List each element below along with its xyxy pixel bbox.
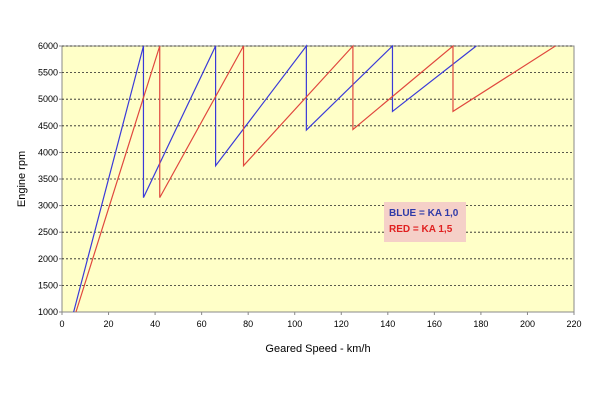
legend-box: BLUE = KA 1,0 RED = KA 1,5	[384, 202, 466, 242]
series-layer	[73, 44, 556, 313]
legend-entry-red: RED = KA 1,5	[389, 224, 453, 235]
y-axis-ticks: 1000 1500 2000 2500 3000 3500 4000 4500 5000 5500…	[38, 41, 62, 317]
x-tick-label: 20	[104, 319, 114, 329]
series-line-red	[75, 44, 556, 313]
y-tick-label: 3500	[38, 174, 58, 184]
x-tick-label: 200	[520, 319, 535, 329]
x-tick-label: 80	[243, 319, 253, 329]
y-tick-label: 1000	[38, 307, 58, 317]
y-tick-label: 2000	[38, 254, 58, 264]
x-tick-label: 100	[287, 319, 302, 329]
y-tick-label: 5000	[38, 94, 58, 104]
x-tick-label: 40	[150, 319, 160, 329]
y-tick-label: 4500	[38, 121, 58, 131]
x-tick-label: 180	[473, 319, 488, 329]
grid-lines	[62, 45, 574, 286]
y-tick-label: 5500	[38, 68, 58, 78]
y-tick-label: 6000	[38, 41, 58, 51]
legend-background	[384, 202, 466, 242]
x-axis-title: Geared Speed - km/h	[265, 343, 370, 355]
legend-entry-blue: BLUE = KA 1,0	[389, 208, 459, 219]
x-tick-label: 120	[334, 319, 349, 329]
x-tick-label: 220	[566, 319, 581, 329]
x-axis-ticks: 0 20 40 60 80 100 120 140 160 180 200 220	[59, 312, 582, 329]
y-tick-label: 1500	[38, 280, 58, 290]
y-tick-label: 2500	[38, 227, 58, 237]
x-tick-label: 140	[380, 319, 395, 329]
x-tick-label: 160	[427, 319, 442, 329]
y-axis-title: Engine rpm	[16, 151, 28, 207]
series-line-blue	[73, 44, 477, 313]
y-tick-label: 4000	[38, 147, 58, 157]
x-tick-label: 0	[59, 319, 64, 329]
y-tick-label: 3000	[38, 201, 58, 211]
x-tick-label: 60	[197, 319, 207, 329]
